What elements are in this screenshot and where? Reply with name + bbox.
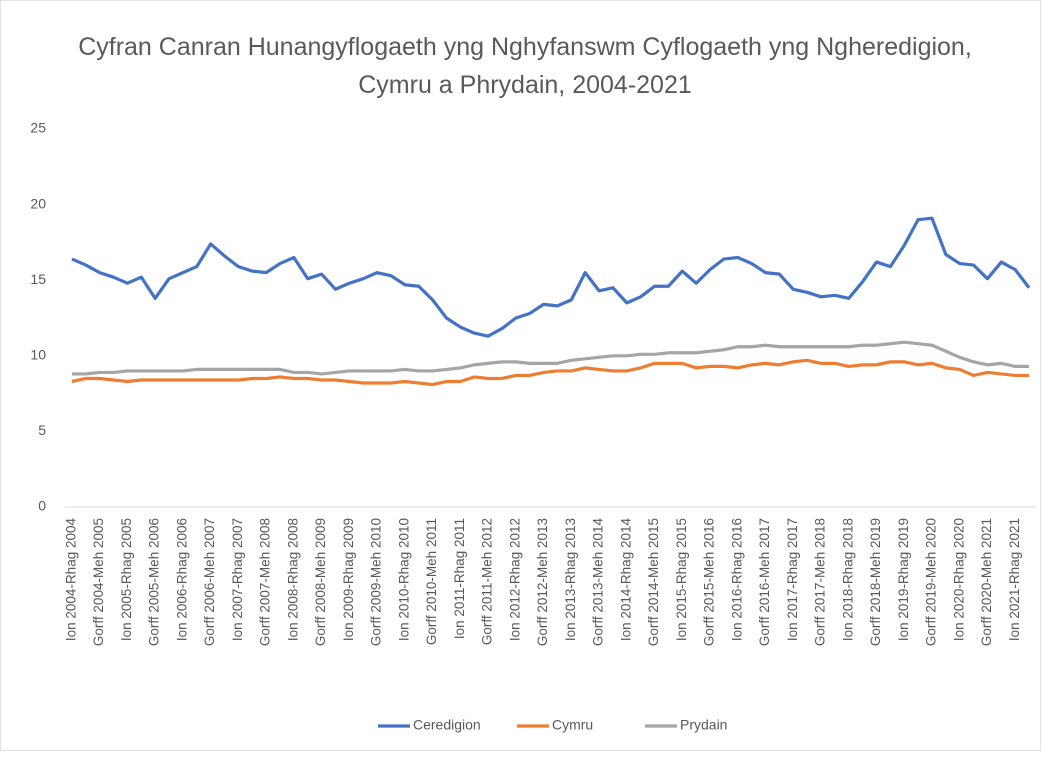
x-tick-label: Gorff 2009-Meh 2010: [369, 518, 384, 646]
y-tick-label: 20: [30, 195, 46, 211]
y-tick-label: 25: [30, 120, 46, 136]
x-tick-label: Ion 2004-Rhag 2004: [63, 518, 78, 642]
y-tick-label: 0: [38, 498, 46, 514]
y-tick-label: 10: [30, 347, 46, 363]
x-tick-label: Gorff 2017-Meh 2018: [813, 518, 828, 646]
x-tick-label: Ion 2012-Rhag 2012: [507, 518, 522, 641]
x-tick-label: Gorff 2014-Meh 2015: [646, 518, 661, 646]
legend-label: Ceredigion: [413, 717, 481, 733]
x-tick-label: Ion 2021-Rhag 2021: [1007, 518, 1022, 641]
x-tick-label: Gorff 2016-Meh 2017: [757, 518, 772, 646]
x-tick-label: Gorff 2018-Meh 2019: [868, 518, 883, 646]
x-tick-label: Ion 2006-Rhag 2006: [174, 518, 189, 641]
x-tick-label: Ion 2010-Rhag 2010: [396, 518, 411, 641]
x-tick-label: Ion 2011-Rhag 2011: [452, 518, 467, 639]
series-line: [71, 340, 1030, 376]
x-tick-label: Ion 2018-Rhag 2018: [840, 518, 855, 641]
legend-label: Prydain: [680, 717, 727, 733]
x-tick-label: Gorff 2019-Meh 2020: [924, 518, 939, 646]
x-tick-label: Gorff 2007-Meh 2008: [258, 518, 273, 646]
x-tick-label: Ion 2019-Rhag 2019: [896, 518, 911, 641]
x-tick-label: Gorff 2015-Meh 2016: [702, 518, 717, 646]
series-line: [71, 358, 1030, 387]
chart-title: Cyfran Canran Hunangyflogaeth yng Nghyfa…: [78, 33, 972, 99]
series-line: [71, 216, 1031, 338]
legend-label: Cymru: [552, 717, 593, 733]
y-tick-label: 5: [38, 422, 46, 438]
x-tick-label: Ion 2014-Rhag 2014: [618, 518, 633, 642]
y-tick-label: 15: [30, 271, 46, 287]
x-tick-label: Ion 2008-Rhag 2008: [285, 518, 300, 641]
x-tick-label: Gorff 2020-Meh 2021: [979, 518, 994, 646]
x-tick-label: Gorff 2004-Meh 2005: [91, 518, 106, 646]
x-tick-label: Ion 2015-Rhag 2015: [674, 518, 689, 641]
x-tick-label: Gorff 2008-Meh 2009: [313, 518, 328, 646]
x-tick-label: Ion 2005-Rhag 2005: [119, 518, 134, 641]
x-tick-label: Gorff 2012-Meh 2013: [535, 518, 550, 646]
x-tick-label: Ion 2009-Rhag 2009: [341, 518, 356, 641]
x-tick-label: Ion 2020-Rhag 2020: [951, 518, 966, 641]
x-tick-label: Gorff 2011-Meh 2012: [480, 518, 495, 645]
x-tick-label: Ion 2016-Rhag 2016: [729, 518, 744, 641]
x-tick-label: Ion 2007-Rhag 2007: [230, 518, 245, 641]
x-tick-label: Ion 2013-Rhag 2013: [563, 518, 578, 641]
x-tick-label: Gorff 2013-Meh 2014: [591, 518, 606, 647]
x-tick-label: Gorff 2006-Meh 2007: [202, 518, 217, 646]
x-tick-label: Gorff 2005-Meh 2006: [147, 518, 162, 646]
x-tick-label: Ion 2017-Rhag 2017: [785, 518, 800, 641]
x-tick-label: Gorff 2010-Meh 2011: [424, 518, 439, 645]
